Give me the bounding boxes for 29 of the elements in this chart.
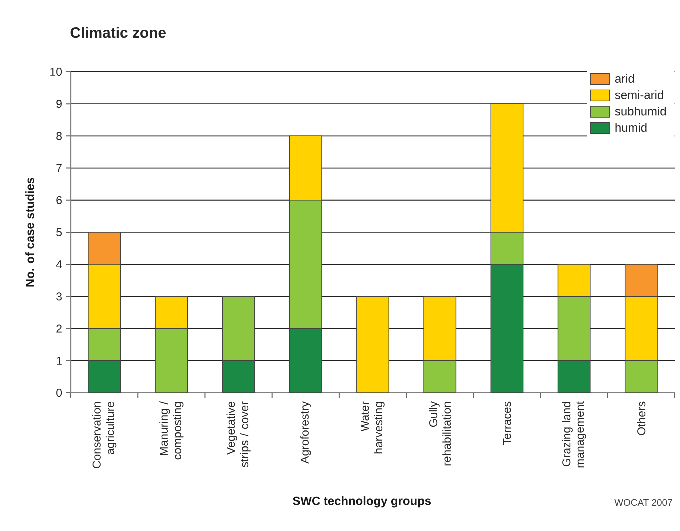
x-tick-label: Agroforestry <box>300 402 312 464</box>
x-tick-label: Conservation agriculture <box>92 402 117 468</box>
bar <box>356 296 390 394</box>
legend-label: semi-arid <box>615 90 664 100</box>
x-tick-label: Water harvesting <box>361 402 385 454</box>
legend-label: humid <box>616 123 647 132</box>
y-tick-label: 1 <box>56 356 62 365</box>
y-tick-label: 5 <box>56 228 62 236</box>
x-tick-label: Vegetative strips / cover <box>226 402 251 468</box>
x-tick-label: Grazing land management <box>562 402 586 468</box>
x-tick-label: Others <box>637 402 646 436</box>
x-axis-title: SWC technology groups <box>293 496 432 508</box>
y-tick-label: 2 <box>56 324 62 333</box>
y-tick-label: 0 <box>56 388 62 398</box>
x-tick-label: Manuring / composting <box>160 402 184 460</box>
text: WOCAT 2007 <box>614 499 672 506</box>
y-axis-title: No. of case studies <box>26 178 34 287</box>
legend-label: subhumid <box>615 106 666 116</box>
y-tick-label: 9 <box>56 100 62 108</box>
x-tick-label: Terraces <box>503 402 512 446</box>
y-tick-label: 6 <box>56 196 62 204</box>
y-tick-label: 3 <box>56 292 62 301</box>
legend-label: arid <box>615 74 634 84</box>
x-tick-label: Gully rehabilitation <box>429 402 452 466</box>
y-tick-label: 8 <box>56 132 62 140</box>
y-tick-label: 7 <box>56 164 62 172</box>
y-tick-label: 10 <box>50 68 62 76</box>
chart-title: Climatic zone <box>70 27 166 38</box>
y-tick-label: 4 <box>56 260 62 269</box>
